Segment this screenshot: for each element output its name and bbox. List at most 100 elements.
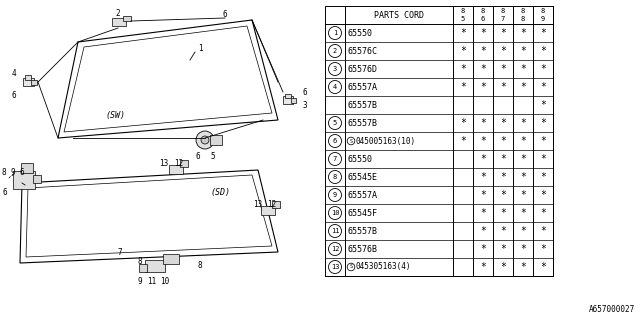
Text: *: * [460,64,466,74]
Text: *: * [500,262,506,272]
Text: 2: 2 [333,48,337,54]
Text: 8: 8 [198,260,202,269]
Text: 045305163(4): 045305163(4) [356,262,412,271]
Text: 8: 8 [541,7,545,13]
Text: 6: 6 [303,87,307,97]
Text: *: * [500,226,506,236]
Bar [112,18,126,26]
Text: 8: 8 [138,258,142,267]
Text: 045005163(10): 045005163(10) [356,137,416,146]
Text: *: * [520,82,526,92]
Text: 65550: 65550 [347,28,372,37]
Text: *: * [540,208,546,218]
Bar [33,175,41,183]
Text: 6: 6 [3,188,7,196]
Bar [31,80,36,85]
Text: *: * [480,82,486,92]
Text: 8: 8 [521,16,525,22]
Text: *: * [520,136,526,146]
Text: 6: 6 [20,167,24,177]
Text: (SW): (SW) [105,110,125,119]
Text: *: * [520,28,526,38]
Text: PARTS CORD: PARTS CORD [374,11,424,20]
Bar [169,165,183,174]
Text: 65576B: 65576B [347,244,377,253]
Text: *: * [520,208,526,218]
Text: 65557B: 65557B [347,118,377,127]
Text: 13: 13 [159,158,168,167]
Text: *: * [480,118,486,128]
Text: 65557A: 65557A [347,190,377,199]
Text: 1: 1 [333,30,337,36]
Text: *: * [480,208,486,218]
Text: *: * [500,64,506,74]
Text: *: * [520,64,526,74]
Text: 2: 2 [116,9,120,18]
Text: *: * [480,244,486,254]
Text: 9: 9 [541,16,545,22]
Text: 9: 9 [138,277,142,286]
Text: 65550: 65550 [347,155,372,164]
Text: *: * [480,190,486,200]
Text: 5: 5 [211,151,215,161]
Text: *: * [500,28,506,38]
Text: *: * [540,172,546,182]
Text: *: * [460,82,466,92]
Bar [283,96,293,104]
Text: 8: 8 [461,7,465,13]
Text: 65545E: 65545E [347,172,377,181]
Text: *: * [540,100,546,110]
Circle shape [201,136,209,144]
Text: *: * [540,226,546,236]
Bar [285,94,291,98]
Text: 6: 6 [223,10,227,19]
Text: *: * [540,46,546,56]
Text: 65576D: 65576D [347,65,377,74]
Text: 10: 10 [331,210,339,216]
Text: 4: 4 [333,84,337,90]
Text: 9: 9 [11,167,15,177]
Text: *: * [460,136,466,146]
Text: *: * [520,244,526,254]
Text: *: * [540,136,546,146]
Text: *: * [480,46,486,56]
Text: *: * [480,64,486,74]
Text: 12: 12 [268,199,276,209]
Text: 5: 5 [333,120,337,126]
Text: *: * [480,172,486,182]
Text: 12: 12 [174,158,184,167]
Text: *: * [520,172,526,182]
Text: 4: 4 [12,68,16,77]
Text: (SD): (SD) [210,188,230,196]
Text: *: * [460,28,466,38]
Text: *: * [520,154,526,164]
Text: *: * [540,82,546,92]
Bar [325,6,553,276]
Text: 8: 8 [2,167,6,177]
Text: 8: 8 [521,7,525,13]
Text: *: * [460,46,466,56]
Text: 65545F: 65545F [347,209,377,218]
Text: 13: 13 [331,264,339,270]
Text: 7: 7 [501,16,505,22]
Circle shape [196,131,214,149]
Text: 6: 6 [12,91,16,100]
Text: 6: 6 [196,151,200,161]
Text: 6: 6 [481,16,485,22]
Text: 65576C: 65576C [347,46,377,55]
Bar [272,201,280,208]
Text: 8: 8 [481,7,485,13]
Text: 6: 6 [333,138,337,144]
Text: 5: 5 [461,16,465,22]
Bar [180,160,188,167]
Text: *: * [520,118,526,128]
Text: 3: 3 [333,66,337,72]
Bar [21,163,33,173]
Text: *: * [480,226,486,236]
Bar [210,135,222,145]
Bar [291,98,296,103]
Text: *: * [500,136,506,146]
Text: 8: 8 [333,174,337,180]
Text: *: * [540,262,546,272]
Bar [139,264,147,272]
